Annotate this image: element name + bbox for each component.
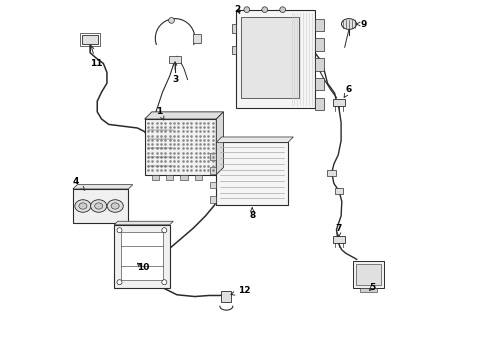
Ellipse shape	[91, 200, 107, 212]
Text: 9: 9	[356, 19, 367, 28]
Bar	[315, 39, 324, 51]
Circle shape	[169, 18, 174, 23]
Bar	[170, 56, 181, 63]
Circle shape	[262, 7, 268, 13]
Bar	[315, 58, 324, 71]
Text: 3: 3	[172, 62, 178, 84]
Polygon shape	[73, 185, 133, 189]
Bar	[145, 119, 216, 175]
Ellipse shape	[111, 203, 119, 209]
Bar	[210, 153, 216, 159]
Text: 5: 5	[369, 283, 375, 292]
Bar	[180, 175, 188, 180]
Polygon shape	[216, 137, 294, 142]
Bar	[73, 189, 128, 223]
Polygon shape	[216, 112, 223, 175]
Bar	[193, 34, 201, 42]
Bar	[210, 167, 216, 174]
Text: 8: 8	[249, 208, 255, 220]
Bar	[232, 45, 236, 54]
Bar	[353, 261, 384, 288]
Circle shape	[280, 7, 286, 13]
Bar	[333, 99, 345, 107]
Polygon shape	[145, 112, 223, 119]
Bar	[216, 142, 288, 205]
Bar	[210, 182, 216, 188]
Bar	[315, 98, 324, 110]
Circle shape	[117, 228, 122, 233]
Bar	[82, 35, 98, 44]
Text: 2: 2	[235, 5, 241, 14]
Text: 7: 7	[336, 224, 342, 237]
Bar	[210, 196, 216, 203]
Bar	[221, 291, 231, 302]
Bar	[152, 175, 159, 180]
Ellipse shape	[107, 200, 123, 212]
Text: 11: 11	[90, 46, 102, 68]
Bar	[333, 235, 345, 243]
Bar	[166, 175, 173, 180]
Ellipse shape	[79, 203, 87, 209]
Bar	[114, 225, 170, 288]
Text: 1: 1	[156, 107, 164, 120]
Bar	[122, 232, 163, 280]
Bar	[315, 78, 324, 90]
Text: 6: 6	[344, 85, 352, 98]
Circle shape	[162, 228, 167, 233]
Bar	[315, 19, 324, 31]
Bar	[361, 288, 377, 292]
Text: 12: 12	[231, 286, 250, 295]
Bar	[80, 33, 100, 46]
Polygon shape	[114, 221, 173, 225]
Bar	[327, 170, 336, 176]
Bar	[236, 10, 315, 108]
Ellipse shape	[95, 203, 103, 209]
Bar	[242, 17, 299, 98]
Bar	[232, 24, 236, 33]
Circle shape	[162, 280, 167, 285]
Ellipse shape	[342, 19, 357, 30]
Bar	[335, 188, 343, 194]
Bar	[195, 175, 202, 180]
Circle shape	[244, 7, 250, 13]
Text: 10: 10	[137, 263, 149, 273]
Ellipse shape	[75, 200, 91, 212]
Circle shape	[117, 280, 122, 285]
Bar	[356, 264, 381, 285]
Text: 4: 4	[73, 177, 85, 190]
